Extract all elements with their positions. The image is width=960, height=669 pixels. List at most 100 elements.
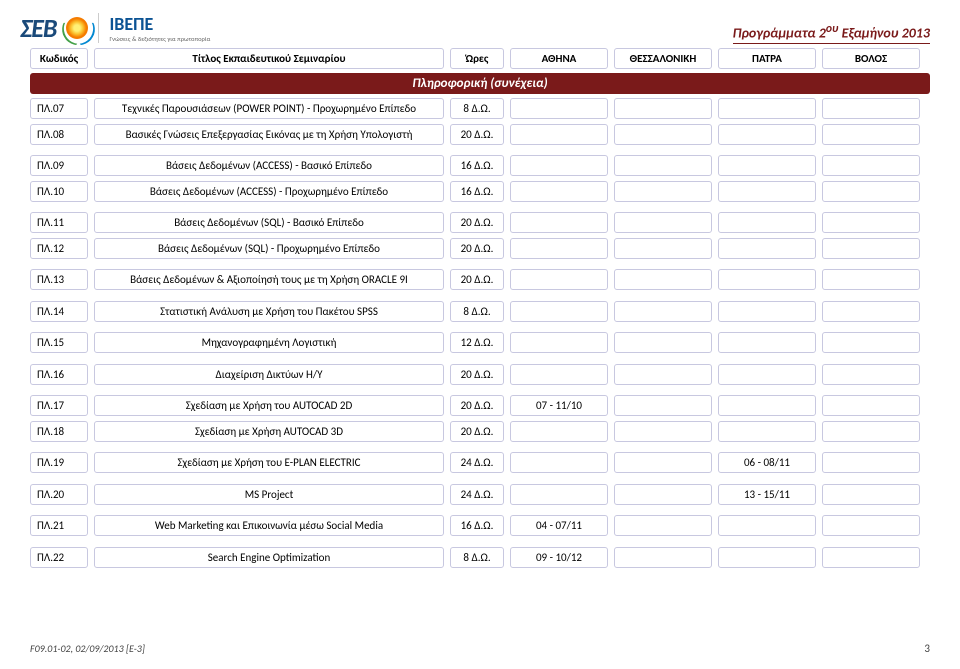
table-row: ΠΛ.22 Search Engine Optimization 8 Δ.Ω. 09 …	[30, 547, 930, 568]
cell-volos	[822, 212, 920, 233]
cell-volos	[822, 238, 920, 259]
cell-hours: 8 Δ.Ω.	[450, 301, 504, 322]
cell-hours: 8 Δ.Ω.	[450, 547, 504, 568]
cell-thess	[614, 155, 712, 176]
cell-title: Web Marketing και Επικοινωνία μέσω Socia…	[94, 515, 444, 536]
cell-athens	[510, 452, 608, 473]
cell-code: ΠΛ.19	[30, 452, 88, 473]
cell-code: ΠΛ.09	[30, 155, 88, 176]
cell-hours: 20 Δ.Ω.	[450, 364, 504, 385]
cell-athens	[510, 421, 608, 442]
content-area: Κωδικός Τίτλος Εκπαιδευτικού Σεμιναρίου …	[0, 48, 960, 568]
cell-title: Βασικές Γνώσεις Επεξεργασίας Εικόνας με …	[94, 124, 444, 145]
cell-hours: 24 Δ.Ω.	[450, 484, 504, 505]
page-title: Προγράμματα 2ου Εξαμήνου 2013	[733, 22, 930, 44]
cell-patra	[718, 155, 816, 176]
cell-volos	[822, 452, 920, 473]
table-row: ΠΛ.17 Σχεδίαση με Χρήση του AUTOCAD 2D 20 …	[30, 395, 930, 416]
col-header-title: Τίτλος Εκπαιδευτικού Σεμιναρίου	[94, 48, 444, 69]
cell-code: ΠΛ.20	[30, 484, 88, 505]
cell-patra	[718, 238, 816, 259]
cell-thess	[614, 238, 712, 259]
cell-volos	[822, 332, 920, 353]
table-row: ΠΛ.08Βασικές Γνώσεις Επεξεργασίας Εικόνα…	[30, 124, 930, 145]
table-header-row: Κωδικός Τίτλος Εκπαιδευτικού Σεμιναρίου …	[30, 48, 930, 69]
cell-volos	[822, 181, 920, 202]
cell-patra	[718, 515, 816, 536]
table-row: ΠΛ.13 Βάσεις Δεδομένων & Αξιοποίησή τους …	[30, 269, 930, 290]
cell-patra	[718, 364, 816, 385]
cell-patra	[718, 181, 816, 202]
cell-hours: 20 Δ.Ω.	[450, 212, 504, 233]
cell-title: Σχεδίαση με Χρήση του E-PLAN ELECTRIC	[94, 452, 444, 473]
cell-thess	[614, 515, 712, 536]
cell-athens	[510, 212, 608, 233]
cell-code: ΠΛ.07	[30, 98, 88, 119]
cell-volos	[822, 364, 920, 385]
sun-icon	[66, 17, 88, 39]
cell-volos	[822, 155, 920, 176]
cell-title: Μηχανογραφημένη Λογιστική	[94, 332, 444, 353]
cell-patra	[718, 395, 816, 416]
cell-hours: 24 Δ.Ω.	[450, 452, 504, 473]
cell-athens	[510, 98, 608, 119]
cell-hours: 12 Δ.Ω.	[450, 332, 504, 353]
cell-title: Βάσεις Δεδομένων (ACCESS) - Βασικό Επίπε…	[94, 155, 444, 176]
col-header-hours: Ώρες	[450, 48, 504, 69]
footer-page-number: 3	[924, 642, 930, 655]
cell-thess	[614, 452, 712, 473]
cell-title: Διαχείριση Δικτύων Η/Υ	[94, 364, 444, 385]
cell-thess	[614, 484, 712, 505]
table-row: ΠΛ.09 Βάσεις Δεδομένων (ACCESS) - Βασικό …	[30, 155, 930, 176]
cell-title: Βάσεις Δεδομένων (ACCESS) - Προχωρημένο …	[94, 181, 444, 202]
page-footer: F09.01-02, 02/09/2013 [E-3] 3	[30, 642, 930, 655]
cell-patra	[718, 124, 816, 145]
ivepe-logo-subtitle: Γνώσεις & δεξιότητες για πρωτοπορία	[109, 35, 210, 43]
table-row: ΠΛ.11Βάσεις Δεδομένων (SQL) - Βασικό Επί…	[30, 212, 930, 233]
cell-code: ΠΛ.11	[30, 212, 88, 233]
cell-volos	[822, 547, 920, 568]
table-row: ΠΛ.15Μηχανογραφημένη Λογιστική12 Δ.Ω.	[30, 332, 930, 353]
table-row: ΠΛ.21Web Marketing και Επικοινωνία μέσω …	[30, 515, 930, 536]
cell-athens	[510, 269, 608, 290]
cell-title: Search Engine Optimization	[94, 547, 444, 568]
cell-volos	[822, 515, 920, 536]
col-header-patra: ΠΑΤΡΑ	[718, 48, 816, 69]
ivepe-logo-wrap: ΙΒΕΠΕ Γνώσεις & δεξιότητες για πρωτοπορί…	[98, 13, 210, 43]
cell-hours: 16 Δ.Ω.	[450, 155, 504, 176]
col-header-athens: ΑΘΗΝΑ	[510, 48, 608, 69]
cell-hours: 16 Δ.Ω.	[450, 515, 504, 536]
cell-title: MS Project	[94, 484, 444, 505]
cell-athens: 09 - 10/12	[510, 547, 608, 568]
cell-patra: 13 - 15/11	[718, 484, 816, 505]
cell-thess	[614, 269, 712, 290]
cell-code: ΠΛ.22	[30, 547, 88, 568]
footer-ref: F09.01-02, 02/09/2013 [E-3]	[30, 642, 145, 655]
cell-code: ΠΛ.13	[30, 269, 88, 290]
cell-athens	[510, 484, 608, 505]
cell-hours: 20 Δ.Ω.	[450, 238, 504, 259]
cell-patra: 06 - 08/11	[718, 452, 816, 473]
section-heading: Πληροφορική (συνέχεια)	[30, 73, 930, 94]
logo-block: ΣΕΒ ΙΒΕΠΕ Γνώσεις & δεξιότητες για πρωτο…	[20, 12, 210, 44]
cell-title: Σχεδίαση με Χρήση του AUTOCAD 2D	[94, 395, 444, 416]
cell-thess	[614, 395, 712, 416]
cell-patra	[718, 212, 816, 233]
cell-athens	[510, 155, 608, 176]
cell-hours: 8 Δ.Ω.	[450, 98, 504, 119]
table-row: ΠΛ.19 Σχεδίαση με Χρήση του E-PLAN ELECTR…	[30, 452, 930, 473]
cell-athens	[510, 181, 608, 202]
table-body: ΠΛ.07Τεχνικές Παρουσιάσεων (POWER POINT)…	[30, 98, 930, 568]
cell-code: ΠΛ.17	[30, 395, 88, 416]
cell-hours: 20 Δ.Ω.	[450, 269, 504, 290]
table-row: ΠΛ.20 MS Project 24 Δ.Ω. 13 - 15/11	[30, 484, 930, 505]
cell-thess	[614, 301, 712, 322]
cell-hours: 20 Δ.Ω.	[450, 124, 504, 145]
cell-thess	[614, 124, 712, 145]
cell-thess	[614, 547, 712, 568]
cell-hours: 20 Δ.Ω.	[450, 421, 504, 442]
cell-hours: 20 Δ.Ω.	[450, 395, 504, 416]
col-header-thess: ΘΕΣΣΑΛΟΝΙΚΗ	[614, 48, 712, 69]
table-row: ΠΛ.16Διαχείριση Δικτύων Η/Υ20 Δ.Ω.	[30, 364, 930, 385]
cell-title: Βάσεις Δεδομένων & Αξιοποίησή τους με τη…	[94, 269, 444, 290]
